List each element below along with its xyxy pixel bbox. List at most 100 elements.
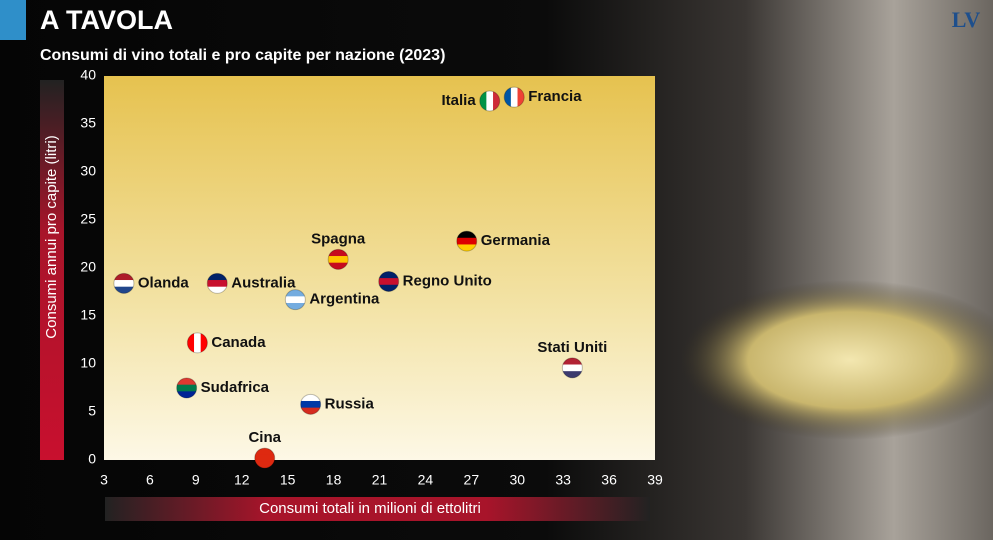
flag-stripe <box>300 394 321 402</box>
point-label: Regno Unito <box>403 272 492 289</box>
flag-stripe <box>456 244 477 252</box>
title: A TAVOLA <box>40 5 173 35</box>
flag-outline <box>561 357 583 379</box>
point <box>503 86 525 108</box>
flag-stripe <box>562 364 583 372</box>
point <box>176 377 198 399</box>
point <box>479 90 501 112</box>
x-tick-label: 12 <box>234 472 250 488</box>
flag-outline <box>378 270 400 292</box>
x-tick-label: 27 <box>464 472 480 488</box>
subtitle: Consumi di vino totali e pro capite per … <box>40 47 445 64</box>
logo: LV <box>952 7 981 32</box>
flag-outline <box>186 332 208 354</box>
flag-stripe <box>300 400 321 409</box>
y-tick-label: 5 <box>88 403 96 419</box>
wine-glass <box>680 280 993 440</box>
point <box>206 272 228 294</box>
flag-stripe <box>517 87 525 108</box>
flag-outline <box>327 248 349 270</box>
point-label: Stati Uniti <box>537 339 607 356</box>
x-tick-label: 33 <box>555 472 571 488</box>
x-tick-label: 15 <box>280 472 296 488</box>
y-tick-label: 30 <box>80 163 96 179</box>
flag-stripe <box>187 332 195 353</box>
flag-stripe <box>378 271 399 279</box>
flag-stripe <box>378 284 399 292</box>
flag-stripe <box>113 280 134 288</box>
flag-stripe <box>378 278 399 286</box>
accent <box>0 0 26 40</box>
point-label: Argentina <box>309 291 380 308</box>
y-label-bar <box>40 80 64 460</box>
flag-stripe <box>504 87 512 108</box>
flag-stripe <box>113 286 134 294</box>
x-tick-label: 6 <box>146 472 154 488</box>
flag-stripe <box>493 90 500 111</box>
flag-stripe <box>285 303 306 310</box>
flag-stripe <box>285 296 306 304</box>
flag-stripe <box>254 448 275 456</box>
plot-area <box>104 76 655 460</box>
point <box>113 272 135 294</box>
flag-stripe <box>510 87 519 108</box>
flag-stripe <box>194 332 202 353</box>
flag-stripe <box>562 357 583 366</box>
flag-stripe <box>207 273 228 281</box>
flag-outline <box>479 90 501 112</box>
x-tick-label: 21 <box>372 472 388 488</box>
flag-stripe <box>479 90 487 111</box>
x-axis-label: Consumi totali in milioni di ettolitri <box>259 500 481 517</box>
x-tick-label: 36 <box>601 472 617 488</box>
flag-stripe <box>300 407 321 415</box>
x-label-bar <box>105 497 650 521</box>
y-tick-label: 35 <box>80 115 96 131</box>
flag-stripe <box>207 280 228 288</box>
point <box>456 230 478 252</box>
x-tick-label: 30 <box>509 472 525 488</box>
flag-stripe <box>486 90 494 111</box>
flag-outline <box>300 393 322 415</box>
point <box>254 447 276 469</box>
flag-outline <box>254 447 276 469</box>
flag-stripe <box>285 289 306 297</box>
point-label: Russia <box>325 395 375 412</box>
flag-stripe <box>176 391 197 398</box>
point-label: Italia <box>442 92 477 109</box>
point-label: Francia <box>528 88 582 105</box>
point-label: Germania <box>481 232 551 249</box>
x-tick-label: 24 <box>418 472 434 488</box>
flag-stripe <box>200 332 208 353</box>
flag-outline <box>456 230 478 252</box>
point <box>561 357 583 379</box>
x-tick-label: 18 <box>326 472 342 488</box>
flag-outline <box>284 289 306 311</box>
flag-stripe <box>328 249 349 257</box>
flag-stripe <box>254 454 275 462</box>
flag-outline <box>176 377 198 399</box>
flag-outline <box>113 272 135 294</box>
flag-stripe <box>113 273 134 281</box>
flag-stripe <box>328 256 349 264</box>
flag-stripe <box>562 371 583 378</box>
point-label: Canada <box>211 334 266 351</box>
y-tick-label: 25 <box>80 211 96 227</box>
y-tick-label: 15 <box>80 307 96 323</box>
y-axis-label: Consumi annui pro capite (litri) <box>43 135 60 338</box>
point-label: Sudafrica <box>201 379 270 396</box>
flag-stripe <box>176 384 197 392</box>
flag-stripe <box>456 237 477 245</box>
flag-stripe <box>207 286 228 294</box>
y-tick-label: 10 <box>80 355 96 371</box>
y-tick-label: 0 <box>88 451 96 467</box>
point <box>284 289 306 311</box>
flag-outline <box>206 272 228 294</box>
point <box>378 270 400 292</box>
point-label: Olanda <box>138 274 190 291</box>
point-label: Australia <box>231 274 296 291</box>
x-tick-label: 9 <box>192 472 200 488</box>
x-tick-label: 3 <box>100 472 108 488</box>
y-tick-label: 40 <box>80 67 96 83</box>
flag-stripe <box>456 231 477 239</box>
